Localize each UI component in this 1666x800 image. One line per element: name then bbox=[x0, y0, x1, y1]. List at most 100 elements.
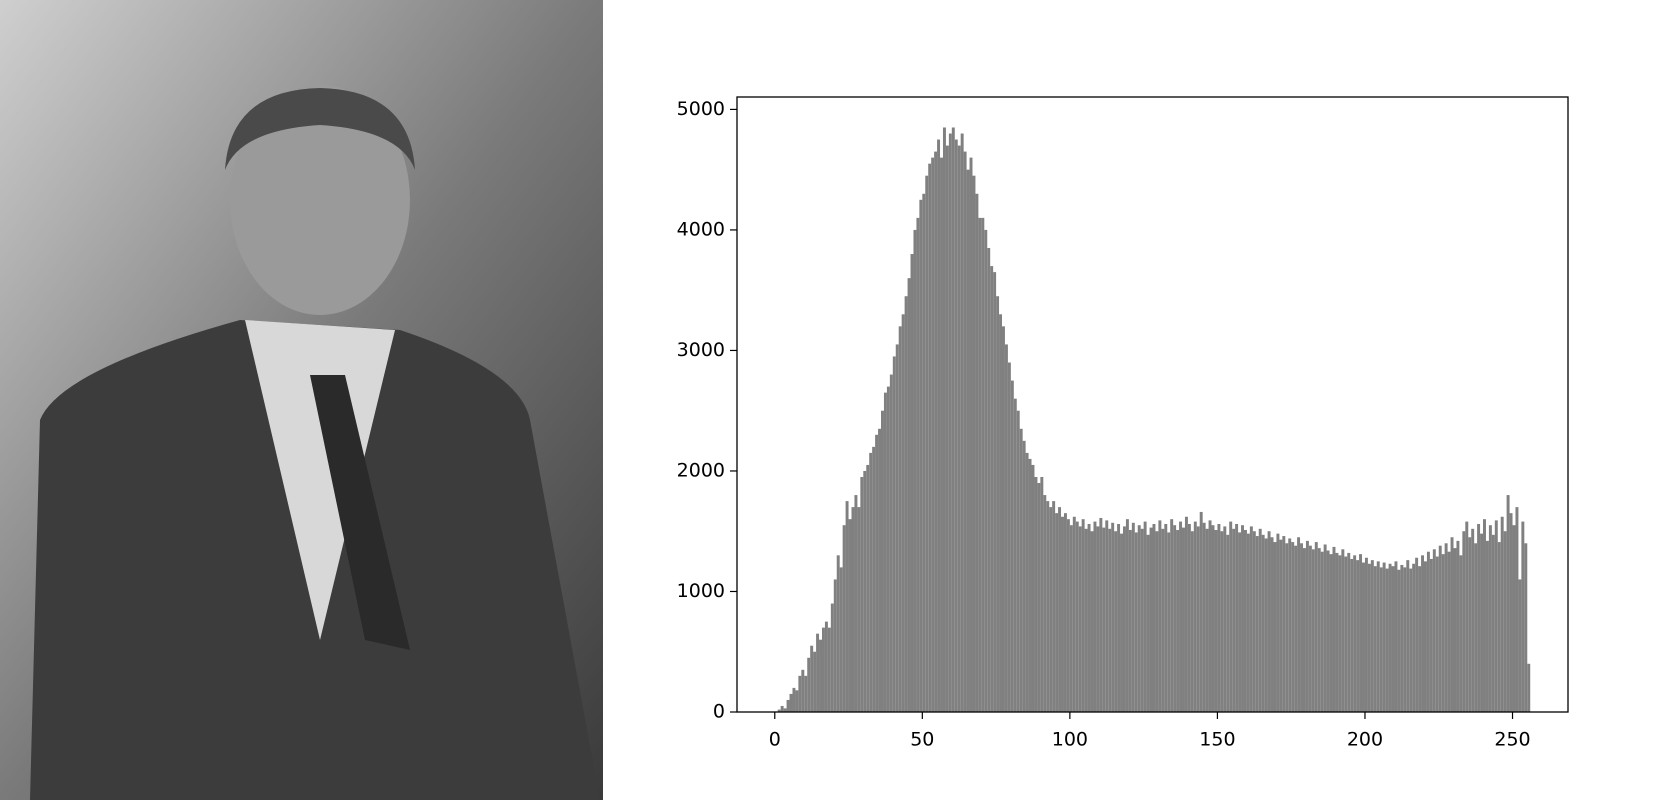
bar bbox=[1105, 520, 1109, 712]
bar bbox=[1323, 544, 1327, 712]
bar bbox=[1362, 562, 1365, 712]
x-tick-label: 100 bbox=[1052, 729, 1088, 751]
bar bbox=[783, 708, 787, 712]
bar bbox=[1255, 536, 1259, 712]
bar bbox=[999, 314, 1002, 712]
bar bbox=[1196, 526, 1200, 712]
bar bbox=[1211, 525, 1215, 712]
bar bbox=[960, 133, 964, 713]
bar bbox=[1447, 551, 1451, 712]
bar bbox=[922, 193, 926, 713]
bar bbox=[954, 139, 958, 713]
bar bbox=[1344, 556, 1348, 712]
bar bbox=[1066, 519, 1070, 712]
bar bbox=[1485, 540, 1489, 712]
bar bbox=[1146, 534, 1150, 712]
bar bbox=[1078, 526, 1082, 712]
bar bbox=[836, 555, 840, 712]
bar bbox=[928, 163, 932, 712]
bar bbox=[1382, 562, 1386, 712]
bar bbox=[839, 567, 843, 712]
y-tick-label: 4000 bbox=[677, 218, 725, 240]
bar bbox=[875, 434, 879, 712]
bar bbox=[1503, 531, 1507, 712]
bar bbox=[854, 495, 858, 712]
bar bbox=[1305, 540, 1309, 712]
bar bbox=[1214, 530, 1218, 712]
bar bbox=[916, 217, 920, 712]
bar bbox=[1488, 525, 1492, 712]
bar bbox=[1217, 523, 1221, 712]
bar bbox=[798, 675, 802, 712]
photo-hair bbox=[225, 88, 415, 170]
bar bbox=[945, 145, 949, 713]
bar bbox=[1303, 548, 1306, 712]
bar bbox=[1063, 513, 1067, 712]
bar bbox=[889, 374, 893, 712]
bar bbox=[1480, 533, 1484, 712]
bar bbox=[1326, 550, 1330, 712]
bar bbox=[1506, 495, 1510, 712]
bar bbox=[1102, 527, 1106, 712]
bar bbox=[1350, 558, 1354, 712]
bar bbox=[1187, 523, 1191, 712]
bar bbox=[1397, 569, 1401, 712]
bar bbox=[1164, 523, 1168, 712]
bar bbox=[830, 603, 834, 712]
bar bbox=[1453, 548, 1457, 712]
bar bbox=[1376, 561, 1380, 712]
bar bbox=[1418, 566, 1422, 712]
bar bbox=[1468, 537, 1472, 712]
bar bbox=[1370, 560, 1374, 712]
bar bbox=[1093, 521, 1097, 712]
bar bbox=[898, 326, 902, 712]
bar bbox=[1429, 558, 1433, 712]
bar bbox=[1450, 537, 1454, 712]
bar bbox=[1084, 528, 1088, 712]
bar bbox=[1111, 522, 1115, 712]
bar bbox=[1087, 523, 1091, 712]
bar bbox=[1388, 563, 1392, 712]
bar bbox=[1347, 552, 1351, 712]
bar bbox=[1099, 517, 1103, 712]
bar bbox=[1432, 549, 1436, 712]
bar bbox=[1258, 528, 1262, 712]
bar bbox=[1332, 546, 1336, 712]
plot-frame bbox=[736, 96, 1569, 713]
bar bbox=[1509, 513, 1513, 712]
bar bbox=[1176, 530, 1180, 712]
bar bbox=[910, 254, 914, 712]
histogram-chart: 0 50 100 150 200 250 0 1000 2000 3000 4000 5000 bbox=[677, 96, 1569, 751]
bar bbox=[1004, 344, 1008, 712]
bar bbox=[1249, 526, 1253, 712]
bar bbox=[1152, 523, 1156, 712]
bar bbox=[1435, 556, 1439, 712]
y-tick-label: 1000 bbox=[677, 580, 725, 602]
bar bbox=[1415, 557, 1419, 712]
bar bbox=[1117, 523, 1121, 712]
bar bbox=[824, 621, 828, 712]
bar bbox=[975, 193, 979, 713]
bar bbox=[1108, 528, 1112, 712]
bar bbox=[942, 127, 946, 712]
bar bbox=[957, 145, 961, 713]
bar bbox=[821, 627, 825, 712]
bar bbox=[1406, 560, 1410, 712]
bar bbox=[1081, 519, 1085, 712]
bar bbox=[1444, 543, 1448, 712]
bar bbox=[1229, 521, 1233, 712]
bar bbox=[1356, 560, 1360, 712]
bar bbox=[1037, 483, 1041, 712]
bar bbox=[951, 127, 955, 712]
photo-head bbox=[230, 85, 410, 315]
bar bbox=[1491, 534, 1495, 712]
bar bbox=[1058, 507, 1062, 712]
bar bbox=[1391, 566, 1395, 712]
bar bbox=[1069, 525, 1073, 712]
bar bbox=[1385, 568, 1389, 712]
bar bbox=[1246, 533, 1250, 712]
bar bbox=[1267, 531, 1271, 712]
bar bbox=[1061, 516, 1064, 712]
bar bbox=[1034, 476, 1038, 712]
